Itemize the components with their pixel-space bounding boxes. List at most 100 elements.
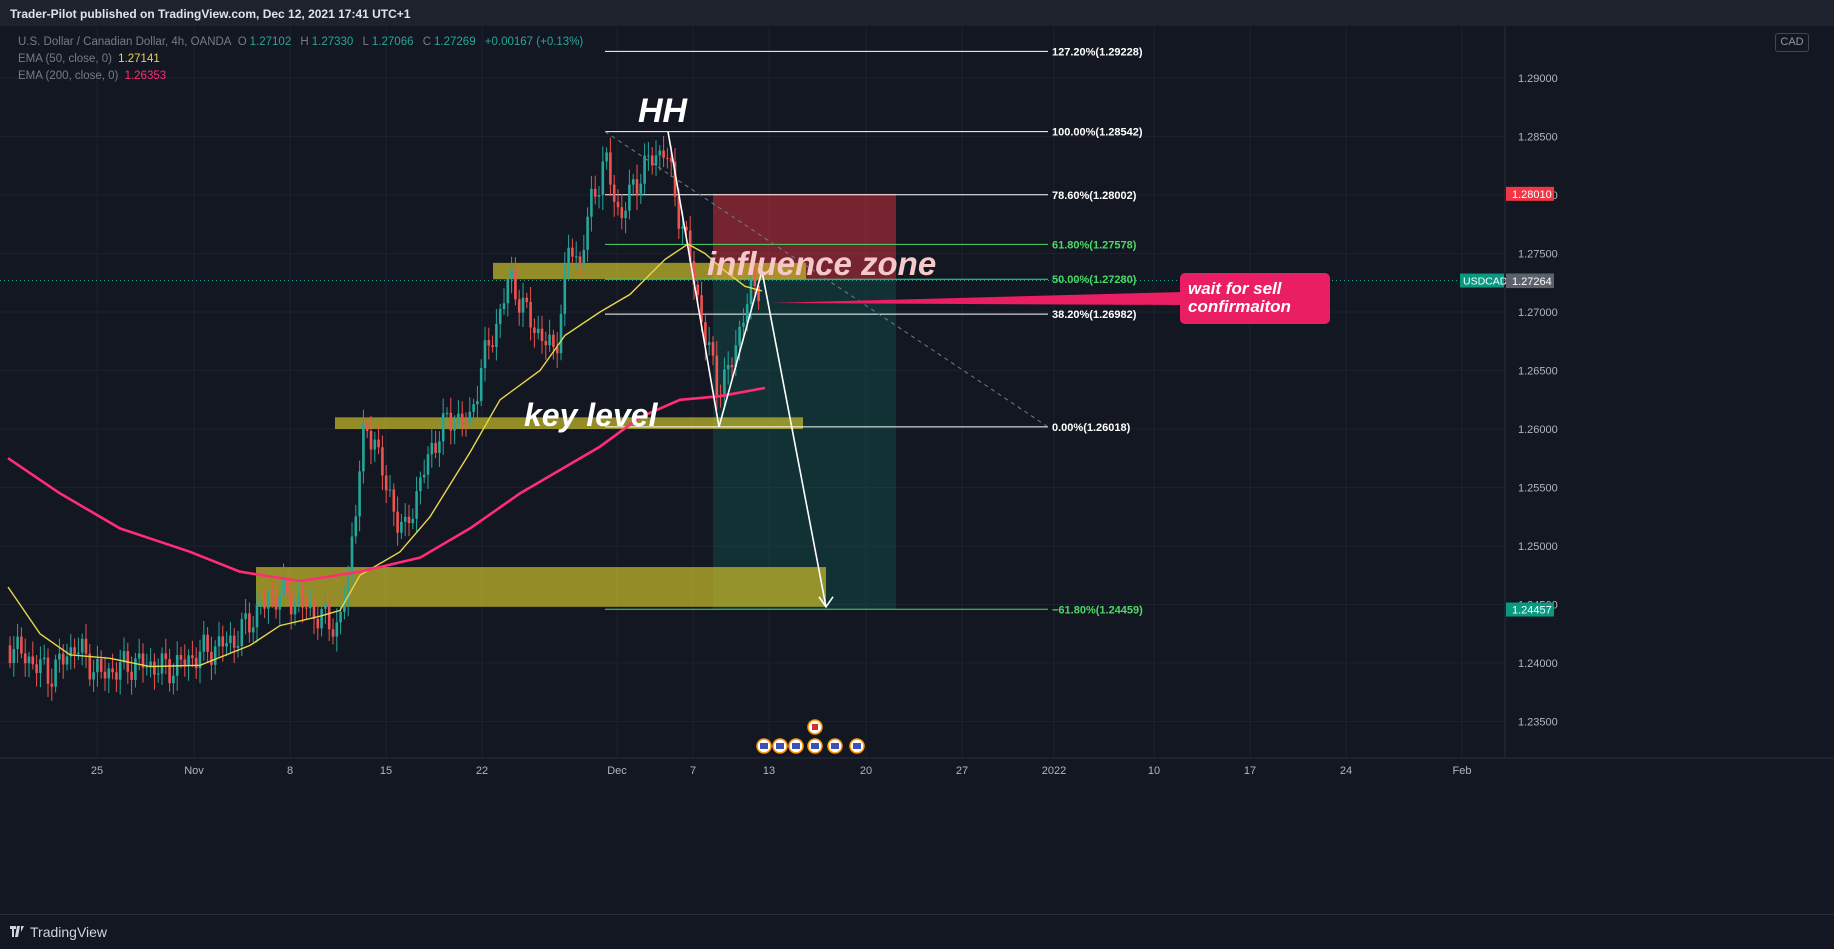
candle-body	[639, 183, 643, 195]
candle-body	[457, 413, 460, 424]
candle-body	[628, 184, 631, 211]
chart-area[interactable]: 127.20%(1.29228) 100.00%(1.28542) 78.60%(1…	[0, 26, 1834, 914]
candle-body	[696, 284, 700, 296]
x-tick-label: Nov	[184, 765, 204, 777]
candle-body	[316, 618, 320, 629]
x-tick-label: 25	[91, 765, 103, 777]
candle-body	[327, 604, 331, 630]
candle-body	[149, 661, 152, 666]
candle-body	[160, 653, 164, 674]
candle-body	[384, 475, 388, 491]
candle-body	[221, 636, 225, 647]
candle-body	[46, 657, 50, 684]
candle-body	[400, 521, 403, 533]
candle-body	[141, 653, 145, 668]
candle-body	[343, 601, 346, 612]
candle-body	[571, 247, 574, 257]
candle-body	[593, 188, 597, 197]
price-axis-label-bg	[1506, 274, 1554, 289]
candle-body	[654, 155, 658, 166]
candle-body	[255, 604, 259, 628]
candle-body	[647, 155, 650, 157]
candle-body	[479, 367, 483, 402]
candle-body	[213, 646, 217, 665]
legend-symbol-row: U.S. Dollar / Canadian Dollar, 4h, OANDA…	[18, 34, 586, 51]
key-level-label: key level	[524, 397, 659, 433]
candle-body	[362, 424, 365, 472]
candle-body	[540, 328, 544, 341]
fib-level-label: 50.00%(1.27280)	[1052, 274, 1137, 286]
candle-body	[677, 196, 681, 229]
legend-ema50[interactable]: EMA (50, close, 0) 1.27141	[18, 51, 586, 68]
candle-body	[430, 442, 434, 455]
candle-body	[753, 279, 757, 286]
candle-body	[681, 226, 684, 229]
symbol-label: U.S. Dollar / Canadian Dollar, 4h, OANDA	[18, 36, 232, 48]
candle-body	[259, 603, 263, 605]
candle-body	[620, 207, 624, 219]
candle-body	[377, 439, 380, 448]
candle-body	[498, 309, 502, 324]
candle-body	[396, 511, 399, 533]
candle-body	[476, 401, 479, 405]
candle-body	[179, 655, 183, 660]
candle-body	[601, 161, 605, 196]
candle-body	[73, 647, 76, 654]
candle-body	[289, 594, 293, 615]
fib-retracement: 127.20%(1.29228) 100.00%(1.28542) 78.60%(1…	[604, 46, 1143, 616]
candle-body	[662, 150, 665, 158]
candle-body	[574, 256, 578, 258]
grid	[0, 26, 1505, 758]
influence-zone-label: influence zone	[707, 245, 936, 282]
candle-body	[438, 441, 441, 453]
candle-body	[464, 422, 468, 424]
candle-body	[605, 152, 608, 162]
candle-body	[529, 301, 532, 328]
price-axis-label: 1.27264	[1512, 276, 1552, 288]
y-tick-label: 1.24000	[1518, 658, 1558, 670]
event-flag-icon	[811, 743, 819, 749]
tradingview-logo-icon	[10, 926, 24, 937]
candle-body	[445, 412, 449, 414]
candle-body	[749, 279, 753, 305]
x-tick-label: Dec	[607, 765, 627, 777]
projection-path	[667, 131, 827, 607]
candle-body	[650, 155, 654, 166]
candle-body	[434, 442, 437, 453]
y-tick-label: 1.29000	[1518, 73, 1558, 85]
candle-body	[525, 297, 529, 302]
candle-body	[453, 423, 456, 431]
candle-body	[301, 595, 304, 608]
candle-body	[103, 671, 107, 679]
candle-body	[137, 653, 141, 659]
candle-body	[225, 643, 228, 647]
event-flag-icon	[831, 743, 839, 749]
x-tick-label: Feb	[1453, 765, 1472, 777]
candle-body	[407, 516, 411, 524]
currency-button[interactable]: CAD	[1775, 33, 1809, 52]
candle-body	[666, 157, 669, 159]
candle-body	[411, 518, 415, 524]
candle-body	[145, 665, 149, 668]
callout-pointer	[770, 292, 1182, 305]
candle-body	[548, 334, 551, 346]
candle-body	[704, 322, 707, 346]
candle-body	[381, 447, 384, 476]
candle-body	[134, 658, 137, 680]
y-tick-label: 1.28500	[1518, 132, 1558, 144]
candle-body	[194, 658, 198, 669]
candle-body	[742, 322, 745, 327]
candle-body	[517, 299, 521, 313]
candle-body	[92, 672, 95, 680]
candle-body	[39, 659, 42, 673]
legend-ema200[interactable]: EMA (200, close, 0) 1.26353	[18, 68, 586, 85]
candle-body	[506, 278, 510, 304]
callout-box	[1180, 273, 1330, 324]
candle-body	[35, 664, 38, 673]
candle-body	[373, 439, 377, 450]
event-flag-icon	[760, 743, 768, 749]
price-axis-label-bg	[1506, 602, 1554, 617]
x-tick-label: 10	[1148, 765, 1160, 777]
price-axis-label: 1.24457	[1512, 605, 1552, 617]
candle-body	[403, 516, 407, 522]
